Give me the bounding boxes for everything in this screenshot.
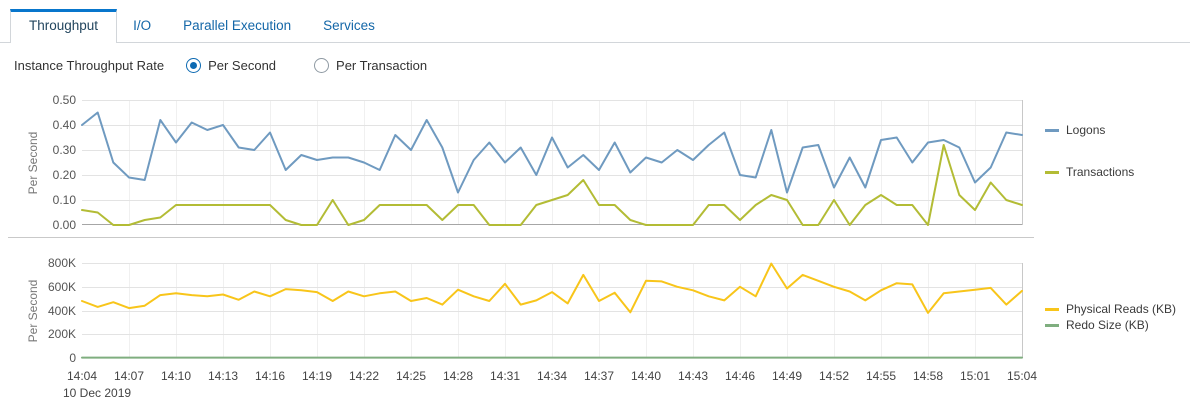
x-tick-label: 14:19	[301, 369, 333, 383]
tab-parallel-execution[interactable]: Parallel Execution	[183, 18, 292, 33]
x-tick-label: 14:34	[536, 369, 568, 383]
per-second-radio-icon	[186, 57, 202, 73]
chart-separator-line	[8, 237, 1034, 238]
y-tick-label: 0.50	[52, 93, 76, 107]
tab-i-o[interactable]: I/O	[133, 18, 152, 33]
x-tick-label: 14:58	[912, 369, 944, 383]
radio-per-transaction[interactable]: Per Transaction	[314, 57, 428, 73]
x-tick-label: 14:13	[207, 369, 239, 383]
y-tick-label: 0.20	[52, 168, 76, 182]
x-tick-label: 14:52	[818, 369, 850, 383]
transactions-legend-label: Transactions	[1066, 165, 1135, 179]
physical-reads-kb-swatch-icon	[1045, 307, 1059, 311]
x-tick-label: 14:07	[113, 369, 145, 383]
y-axis-title: Per Second	[26, 279, 40, 342]
instance-throughput-rate-label: Instance Throughput Rate	[14, 57, 165, 73]
x-axis-date-label: 10 Dec 2019	[63, 386, 132, 400]
y-tick-label: 200K	[47, 327, 76, 342]
y-tick-label: 0.00	[52, 218, 76, 232]
physical-reads-kb-legend-label: Physical Reads (KB)	[1066, 302, 1177, 316]
x-tick-label: 14:40	[630, 369, 662, 383]
legend-item-transactions: Transactions	[1045, 164, 1134, 180]
x-tick-label: 14:46	[724, 369, 756, 383]
x-tick-label: 14:22	[348, 369, 380, 383]
per-transaction-radio-icon	[314, 57, 330, 73]
chart-plot-volume	[81, 262, 1023, 359]
y-tick-label: 600K	[47, 279, 76, 294]
x-tick-label: 14:31	[489, 369, 521, 383]
tab-bar: Throughput I/O Parallel Execution Services	[0, 9, 1190, 43]
x-tick-label: 14:49	[771, 369, 803, 383]
per-second-radio-label: Per Second	[208, 57, 277, 73]
tab-services[interactable]: Services	[323, 18, 375, 33]
x-tick-label: 14:55	[865, 369, 897, 383]
redo-size-kb-swatch-icon	[1045, 323, 1059, 327]
legend-item-redo-size-kb: Redo Size (KB)	[1045, 317, 1149, 333]
throughput-rate-radio-group: Per Second Per Transaction	[186, 57, 465, 73]
controls-row: Instance Throughput Rate Per Second Per T…	[14, 54, 465, 76]
x-tick-label: 15:01	[959, 369, 991, 383]
legend-item-logons: Logons	[1045, 122, 1105, 138]
series-transactions-line	[81, 144, 1023, 226]
series-physical-reads-kb-line	[81, 262, 1023, 314]
y-tick-label: 0.30	[52, 143, 76, 157]
y-tick-label: 0.40	[52, 118, 76, 132]
x-tick-label: 14:37	[583, 369, 615, 383]
logons-legend-label: Logons	[1066, 123, 1106, 137]
series-logons-line	[81, 111, 1023, 194]
radio-per-second[interactable]: Per Second	[186, 57, 277, 73]
legend-item-physical-reads-kb: Physical Reads (KB)	[1045, 301, 1176, 317]
logons-swatch-icon	[1045, 128, 1059, 132]
x-tick-label: 14:16	[254, 369, 286, 383]
y-tick-label: 400K	[47, 303, 76, 318]
x-tick-label: 14:10	[160, 369, 192, 383]
x-tick-label: 14:25	[395, 369, 427, 383]
x-tick-label: 14:28	[442, 369, 474, 383]
transactions-swatch-icon	[1045, 170, 1059, 174]
tab-throughput[interactable]: Throughput	[10, 9, 118, 43]
x-tick-label: 14:43	[677, 369, 709, 383]
x-tick-label: 15:04	[1006, 369, 1038, 383]
y-tick-label: 800K	[47, 256, 76, 270]
per-transaction-radio-label: Per Transaction	[336, 57, 428, 73]
x-tick-label: 14:04	[66, 369, 98, 383]
y-tick-label: 0.10	[52, 193, 76, 207]
chart-plot-rates	[81, 100, 1023, 226]
y-tick-label: 0	[69, 351, 76, 365]
y-axis-title: Per Second	[26, 131, 40, 194]
redo-size-kb-legend-label: Redo Size (KB)	[1066, 318, 1149, 332]
